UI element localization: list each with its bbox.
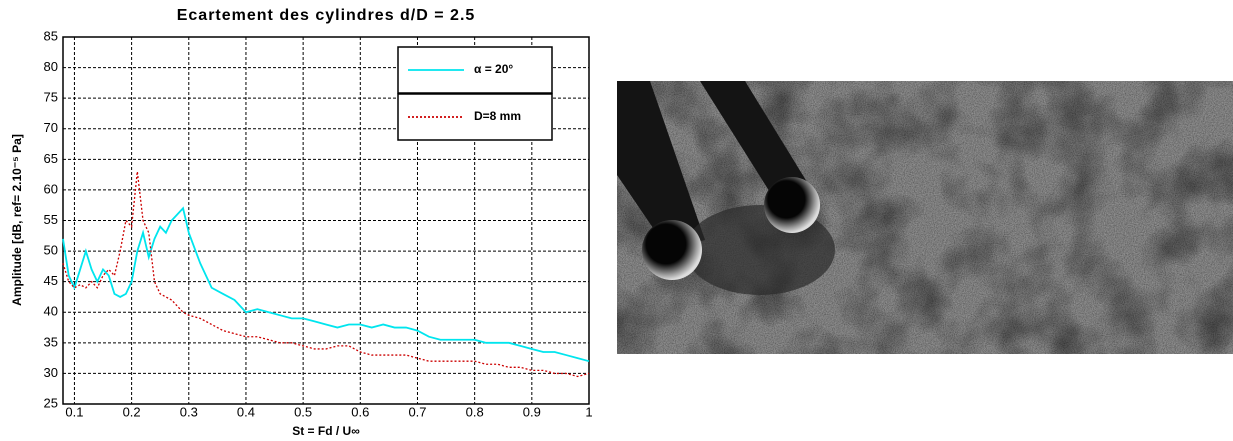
legend-box [397, 93, 553, 141]
y-tick-label: 30 [44, 365, 58, 380]
x-tick-label: 0.6 [351, 404, 369, 419]
x-tick-label: 0.7 [408, 404, 426, 419]
y-tick-label: 65 [44, 151, 58, 166]
y-tick-label: 85 [44, 28, 58, 43]
y-tick-label: 40 [44, 304, 58, 319]
y-tick-label: 70 [44, 120, 58, 135]
y-tick-label: 45 [44, 273, 58, 288]
y-tick-label: 25 [44, 395, 58, 410]
legend-label: D=8 mm [474, 109, 521, 123]
data-line [62, 171, 590, 378]
y-tick-label: 50 [44, 243, 58, 258]
x-tick-label: 0.5 [294, 404, 312, 419]
y-axis-label: Amplitude [dB, ref= 2.10⁻⁵ Pa] [10, 134, 24, 306]
y-tick-label: 75 [44, 90, 58, 105]
flow-photo [617, 81, 1233, 354]
x-tick-label: 0.4 [237, 404, 255, 419]
x-tick-label: 0.8 [466, 404, 484, 419]
x-axis-label: St = Fd / U∞ [292, 424, 360, 438]
x-tick-label: 0.1 [65, 404, 83, 419]
x-tick-label: 0.9 [523, 404, 541, 419]
plot-area: 25 30 35 40 45 50 55 60 65 70 75 80 85 0.1 0.2 0.3 0.4 0.… [44, 28, 593, 419]
x-tick-label: 0.2 [123, 404, 141, 419]
y-tick-label: 60 [44, 181, 58, 196]
legend-label: α = 20° [474, 62, 513, 76]
chart-title: Ecartement des cylindres d/D = 2.5 [177, 7, 476, 24]
y-tick-label: 35 [44, 334, 58, 349]
data-line [62, 206, 590, 363]
y-tick-label: 55 [44, 212, 58, 227]
x-tick-label: 0.3 [180, 404, 198, 419]
y-tick-label: 80 [44, 59, 58, 74]
x-tick-label: 1 [585, 404, 592, 419]
